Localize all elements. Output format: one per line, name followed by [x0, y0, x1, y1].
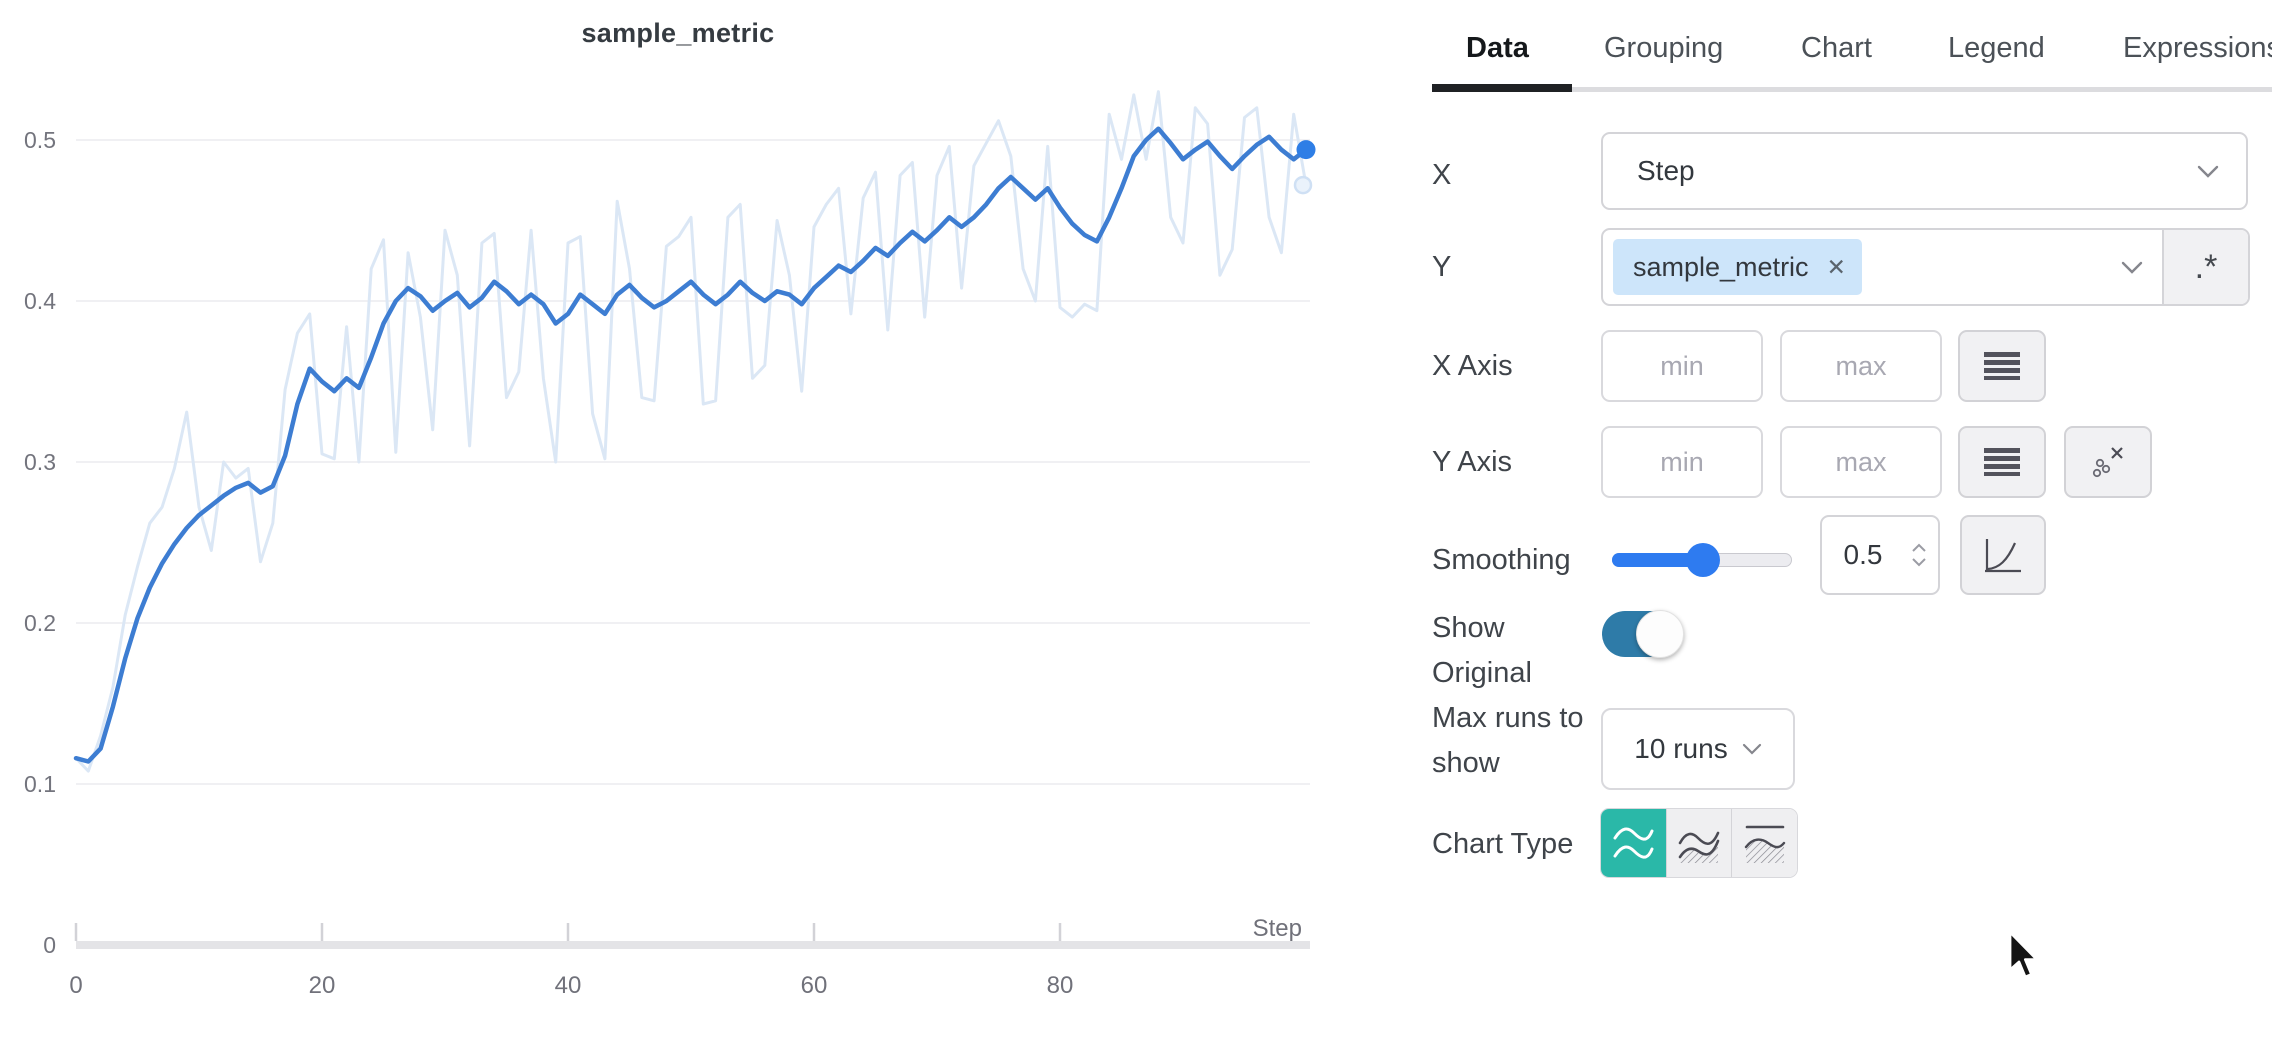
- x-axis-scale-button[interactable]: [1958, 330, 2046, 402]
- chevron-down-icon: [2197, 165, 2219, 178]
- remove-metric-icon[interactable]: ✕: [1826, 253, 1846, 280]
- smoothing-number-box[interactable]: [1820, 515, 1940, 595]
- y-axis-outliers-button[interactable]: [2064, 426, 2152, 498]
- max-runs-value: 10 runs: [1634, 733, 1728, 764]
- curve-axis-icon: [1985, 539, 2021, 573]
- smoothing-value-input[interactable]: [1822, 539, 1904, 571]
- y-select-white-area[interactable]: sample_metric ✕: [1603, 230, 2162, 304]
- chart-type-line-area-button[interactable]: [1665, 809, 1732, 877]
- stacked-bars-icon: [1984, 352, 2020, 380]
- y-row-label: Y: [1432, 251, 1452, 283]
- stepper-down-icon[interactable]: [1911, 557, 1927, 567]
- chart-title: sample_metric: [581, 18, 775, 48]
- max-runs-label: Max runs to show: [1432, 702, 1584, 779]
- y-axis-min-input[interactable]: [1601, 426, 1763, 498]
- arrow-pointer-icon: [2008, 930, 2039, 979]
- smoothing-row-label: Smoothing: [1432, 544, 1571, 576]
- chart-type-label: Chart Type: [1432, 828, 1574, 860]
- smoothing-slider-thumb[interactable]: [1686, 543, 1720, 577]
- x-axis-line: [76, 941, 1310, 949]
- series-line: [73, 126, 1309, 764]
- chart-type-group: [1600, 808, 1798, 878]
- chart-type-line-button[interactable]: [1601, 809, 1666, 877]
- y-axis-row-label: Y Axis: [1432, 446, 1513, 478]
- tab-data[interactable]: Data: [1466, 32, 1529, 64]
- regex-toggle-button[interactable]: .*: [2162, 230, 2248, 304]
- y-metric-tag-label: sample_metric: [1633, 251, 1809, 282]
- active-tab-underline: [1432, 84, 1572, 92]
- y-tick-label: 0: [43, 932, 56, 958]
- show-original-label: Show Original: [1432, 612, 1532, 689]
- tab-grouping[interactable]: Grouping: [1604, 32, 1724, 64]
- x-axis-max-input[interactable]: [1780, 330, 1942, 402]
- smoothing-slider-fill: [1612, 553, 1704, 567]
- y-axis-scale-button[interactable]: [1958, 426, 2046, 498]
- show-original-toggle[interactable]: [1602, 610, 1684, 658]
- x-tick-label: 20: [309, 972, 336, 999]
- x-metric-value: Step: [1637, 155, 1695, 186]
- y-tick-label: 0.2: [24, 610, 56, 636]
- stepper-up-icon[interactable]: [1911, 543, 1927, 553]
- x-axis-min-input[interactable]: [1601, 330, 1763, 402]
- y-tick-label: 0.4: [24, 288, 56, 314]
- area-icon: [1744, 825, 1785, 863]
- line-chart-plot[interactable]: 0 0.1 0.2 0.3 0.4 0.5 0 20 40 60 80 Step: [0, 0, 1360, 1040]
- y-tick-label: 0.5: [24, 127, 56, 153]
- y-axis-max-input[interactable]: [1780, 426, 1942, 498]
- chevron-down-icon: [1742, 743, 1761, 755]
- series-line: [74, 90, 1308, 773]
- tab-chart[interactable]: Chart: [1801, 32, 1872, 64]
- tab-legend[interactable]: Legend: [1948, 32, 2045, 64]
- y-tick-label: 0.3: [24, 449, 56, 475]
- x-metric-select[interactable]: Step: [1601, 132, 2248, 210]
- chevron-down-icon: [2121, 261, 2143, 274]
- line-area-icon: [1678, 831, 1720, 863]
- line-icon: [1613, 827, 1654, 859]
- max-runs-select[interactable]: 10 runs: [1601, 708, 1795, 790]
- y-metric-select[interactable]: sample_metric ✕ .*: [1601, 228, 2250, 306]
- smoothed-end-dot: [1296, 140, 1316, 160]
- x-axis-row-label: X Axis: [1432, 350, 1513, 382]
- chart-type-area-button[interactable]: [1731, 809, 1797, 877]
- x-tick-label: 0: [69, 972, 82, 999]
- x-tick-label: 60: [801, 972, 828, 999]
- smoothing-type-button[interactable]: [1960, 515, 2046, 595]
- scatter-exclude-icon: [2092, 447, 2123, 478]
- smoothing-stepper[interactable]: [1904, 543, 1934, 567]
- tab-bar-divider: [1432, 87, 2272, 92]
- x-tick-label: 80: [1047, 972, 1074, 999]
- y-tick-label: 0.1: [24, 771, 56, 797]
- y-metric-tag: sample_metric ✕: [1613, 239, 1862, 295]
- x-tick-label: 40: [555, 972, 582, 999]
- tab-expressions[interactable]: Expressions: [2123, 32, 2272, 64]
- stacked-bars-icon: [1984, 448, 2020, 476]
- original-end-dot: [1293, 175, 1313, 195]
- x-axis-title: Step: [1253, 915, 1302, 942]
- x-row-label: X: [1432, 159, 1452, 191]
- toggle-knob: [1636, 610, 1684, 658]
